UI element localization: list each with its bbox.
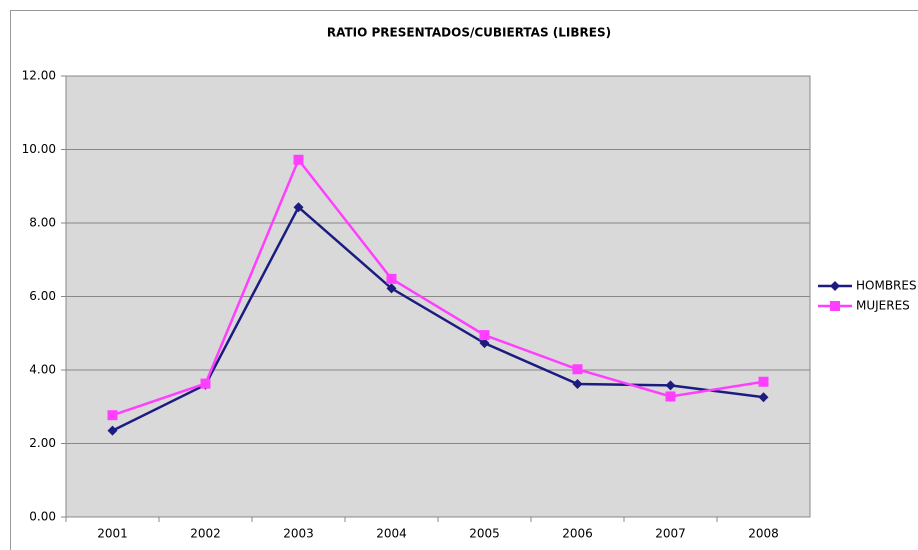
series-line — [111, 205, 764, 432]
y-tick-label: 2.00 — [29, 436, 56, 450]
data-point — [386, 273, 397, 284]
data-point — [758, 376, 769, 387]
y-tick-label: 10.00 — [22, 142, 56, 156]
data-point — [107, 425, 118, 436]
y-tick-label: 0.00 — [29, 510, 56, 524]
data-point — [665, 380, 676, 391]
data-point — [572, 378, 583, 389]
data-point — [479, 330, 490, 341]
data-point — [758, 392, 769, 403]
series-line — [112, 157, 764, 417]
legend-label: MUJERES — [856, 299, 910, 313]
data-point — [293, 202, 304, 213]
legend-marker — [830, 301, 840, 311]
x-tick-label: 2001 — [97, 527, 128, 541]
x-tick-label: 2003 — [283, 527, 314, 541]
data-point — [479, 338, 490, 349]
data-point — [107, 410, 118, 421]
data-point — [572, 364, 583, 375]
x-tick-label: 2005 — [469, 527, 500, 541]
chart-title: RATIO PRESENTADOS/CUBIERTAS (LIBRES) — [327, 26, 611, 40]
x-tick-label: 2002 — [190, 527, 221, 541]
legend-label: HOMBRES — [856, 279, 917, 293]
x-tick-label: 2004 — [376, 527, 407, 541]
y-tick-label: 8.00 — [29, 216, 56, 230]
data-point — [386, 283, 397, 294]
legend-marker — [830, 281, 840, 291]
y-tick-label: 12.00 — [22, 69, 56, 83]
x-tick-label: 2006 — [562, 527, 593, 541]
x-tick-label: 2007 — [655, 527, 686, 541]
data-point — [200, 378, 211, 389]
y-tick-label: 6.00 — [29, 289, 56, 303]
data-point — [293, 154, 304, 165]
y-tick-label: 4.00 — [29, 363, 56, 377]
x-tick-label: 2008 — [748, 527, 779, 541]
data-point — [665, 391, 676, 402]
